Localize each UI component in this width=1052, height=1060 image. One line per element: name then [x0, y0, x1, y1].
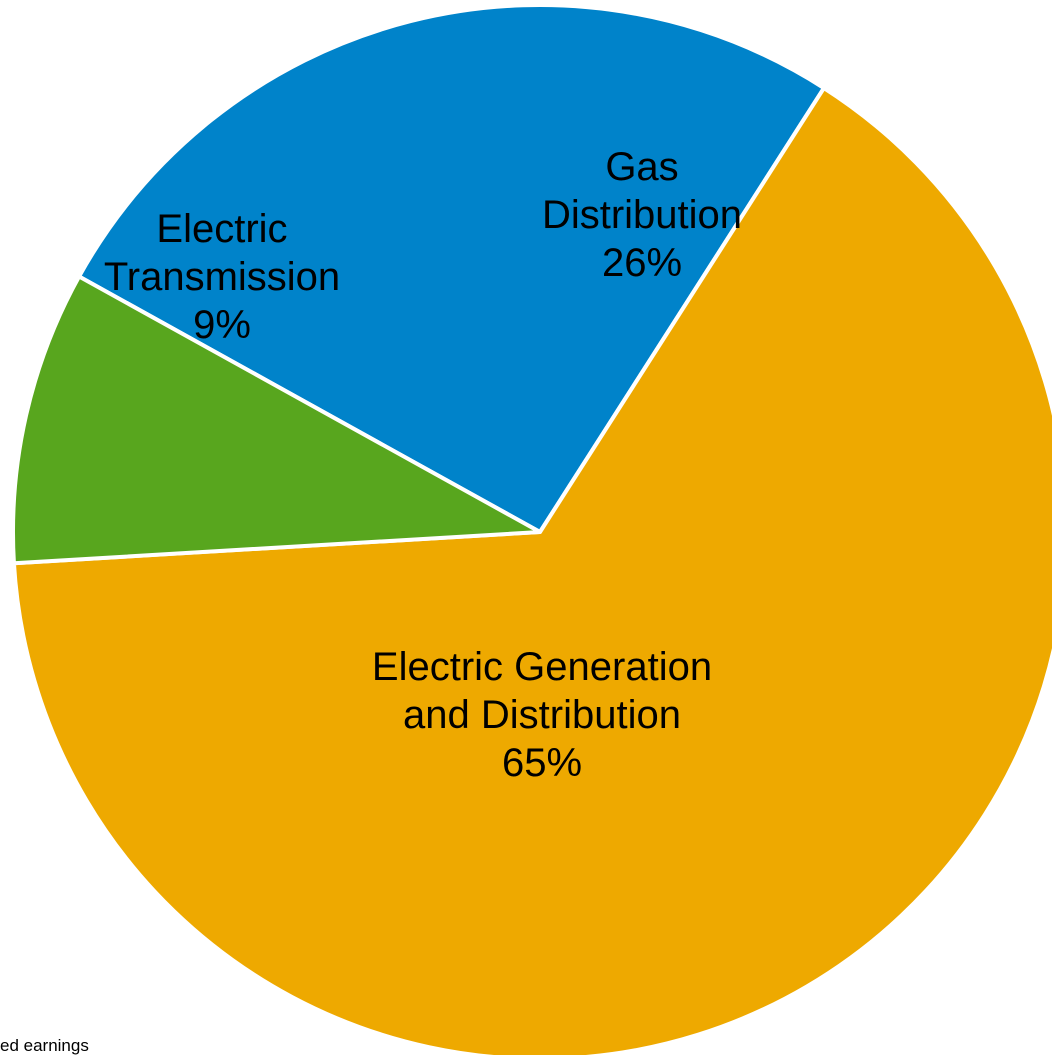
slice-name-label: Distribution: [542, 193, 742, 237]
footnote-text: ed earnings: [0, 1036, 89, 1055]
pie-slice-0: [77, 3, 826, 534]
pie-slice-2: [11, 274, 542, 566]
slice-name-label: and Distribution: [403, 693, 681, 737]
slice-name-label: Transmission: [104, 255, 340, 299]
slice-percent-label: 65%: [502, 741, 582, 785]
slice-name-label: Gas: [605, 145, 678, 189]
slice-name-label: Electric: [156, 207, 287, 251]
slice-percent-label: 9%: [193, 303, 251, 347]
pie-slice-1: [11, 86, 1052, 1060]
slice-name-label: Electric Generation: [372, 645, 712, 689]
slice-percent-label: 26%: [602, 241, 682, 285]
